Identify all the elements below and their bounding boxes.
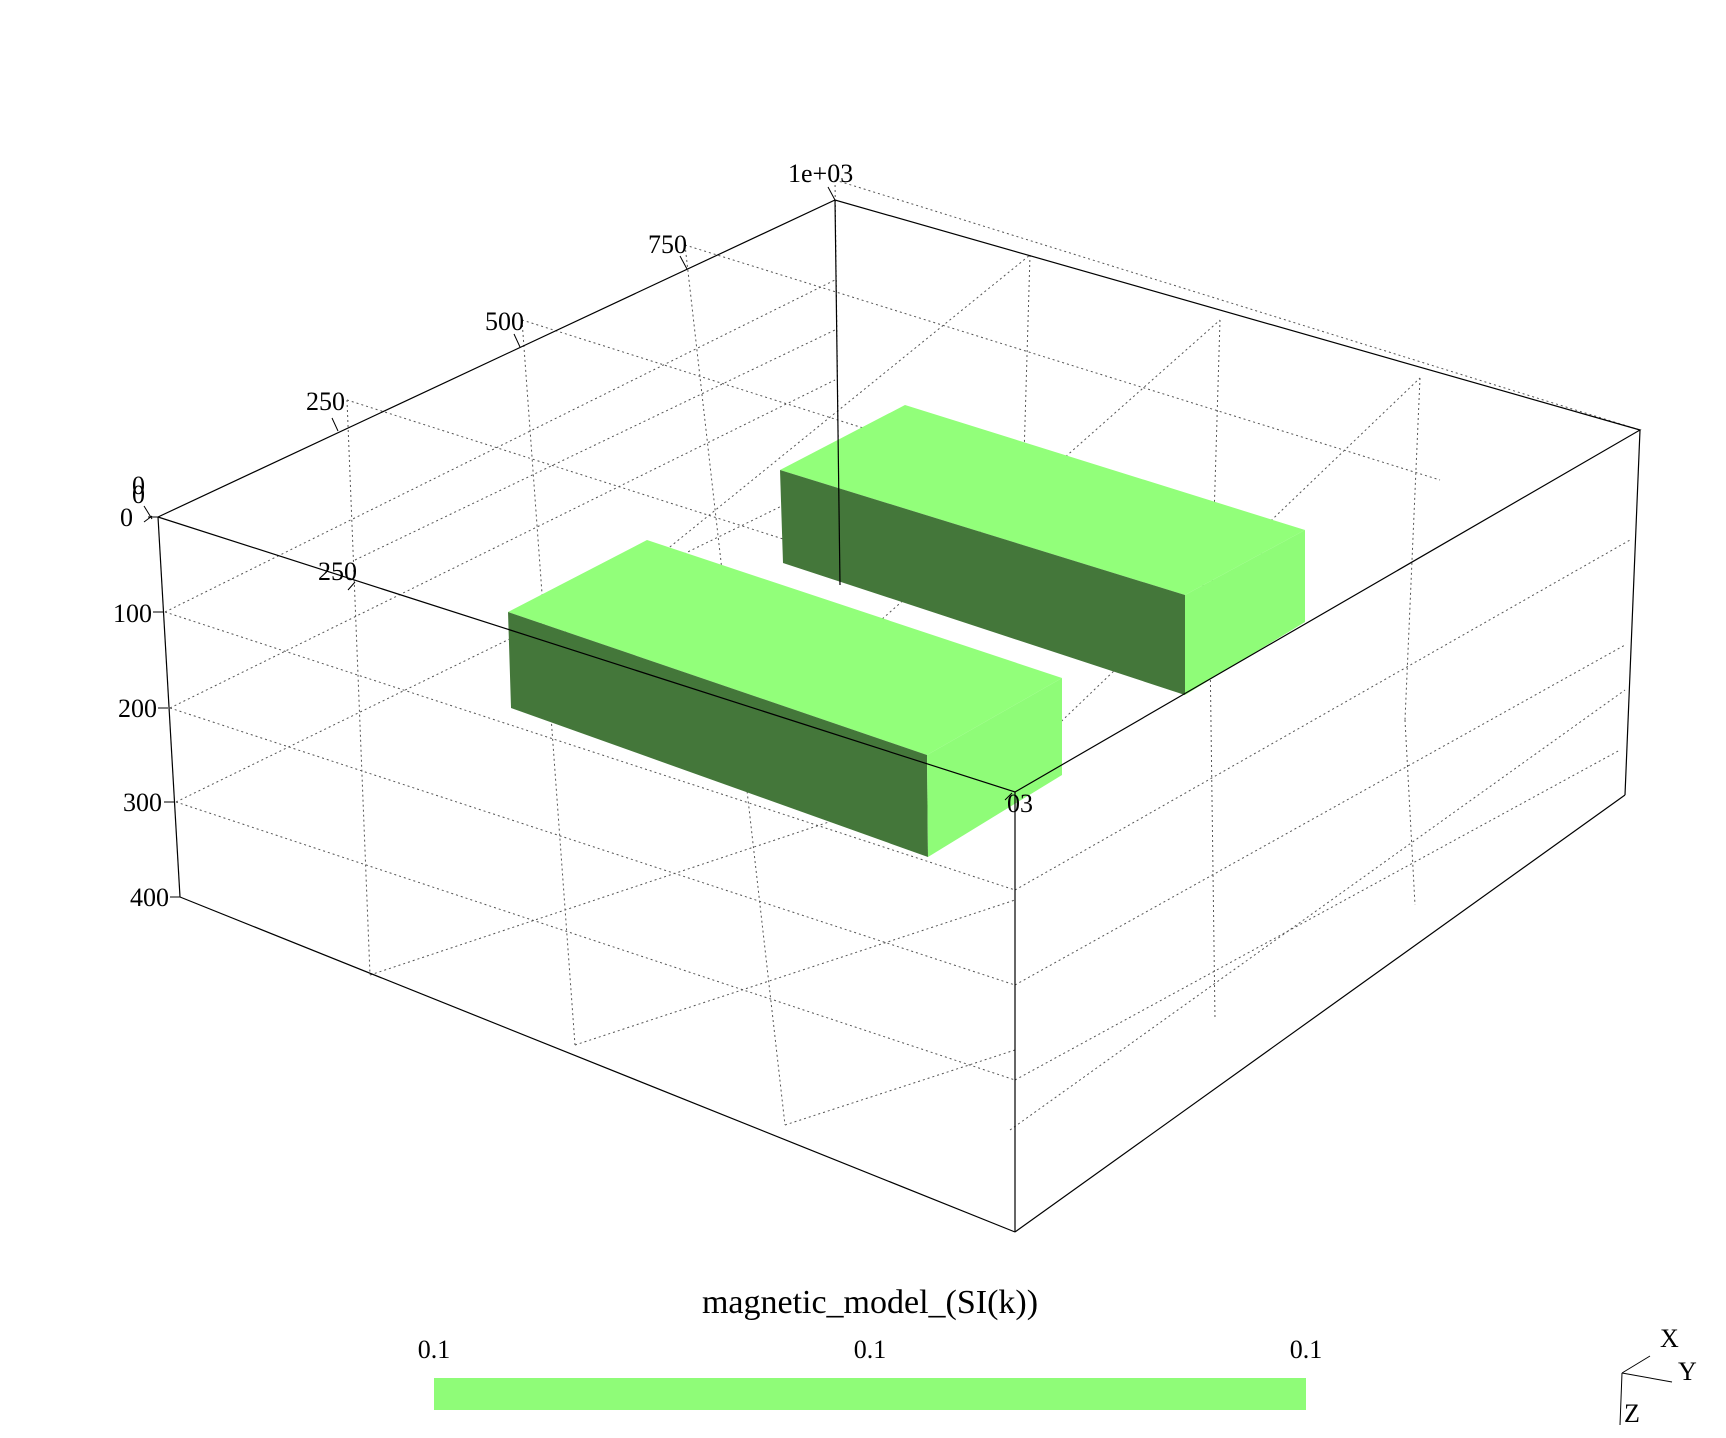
- lower-axis: 0 250 03: [132, 471, 1033, 818]
- anomaly-block-back[interactable]: [780, 405, 1305, 695]
- upper-tick-500: 500: [485, 307, 524, 336]
- depth-tick-100: 100: [113, 599, 152, 628]
- bounding-box: [157, 199, 1642, 1233]
- lower-tick-250: 250: [318, 557, 357, 586]
- lower-tick-0: 0: [132, 471, 145, 500]
- depth-tick-200: 200: [118, 694, 157, 723]
- upper-tick-750: 750: [648, 230, 687, 259]
- orientation-triad: X Y Z: [1619, 1324, 1697, 1428]
- upper-tick-0: 0: [132, 480, 145, 509]
- block-back-front-face: [780, 470, 1185, 695]
- block-back-top-face: [780, 405, 1305, 595]
- depth-tick-0: 0: [120, 503, 133, 532]
- axis-y-label: Y: [1678, 1357, 1697, 1386]
- upper-tick-250: 250: [306, 387, 345, 416]
- colorbar: magnetic_model_(SI(k)) 0.1 0.1 0.1: [418, 1284, 1323, 1410]
- colorbar-label-mid: 0.1: [854, 1335, 887, 1364]
- depth-tick-300: 300: [123, 788, 162, 817]
- block-front-end-face: [927, 678, 1062, 857]
- block-back-end-face: [1185, 530, 1305, 695]
- axis-z-label: Z: [1624, 1399, 1640, 1428]
- grid-lines: [164, 179, 1641, 1131]
- colorbar-label-max: 0.1: [1290, 1335, 1323, 1364]
- depth-axis: 0 100 200 300 400: [113, 503, 180, 912]
- block-front-top-face: [508, 540, 1062, 755]
- colorbar-bar: [434, 1378, 1306, 1410]
- upper-axis: 0 250 500 750 1e+03: [132, 159, 853, 520]
- axis-x-label: X: [1660, 1324, 1679, 1353]
- colorbar-title: magnetic_model_(SI(k)): [702, 1284, 1038, 1321]
- lower-tick-1e03: 03: [1007, 789, 1033, 818]
- depth-tick-400: 400: [130, 883, 169, 912]
- colorbar-label-min: 0.1: [418, 1335, 451, 1364]
- anomaly-block-front[interactable]: [508, 540, 1062, 857]
- block-front-front-face: [508, 612, 928, 857]
- upper-tick-1e03: 1e+03: [788, 159, 853, 188]
